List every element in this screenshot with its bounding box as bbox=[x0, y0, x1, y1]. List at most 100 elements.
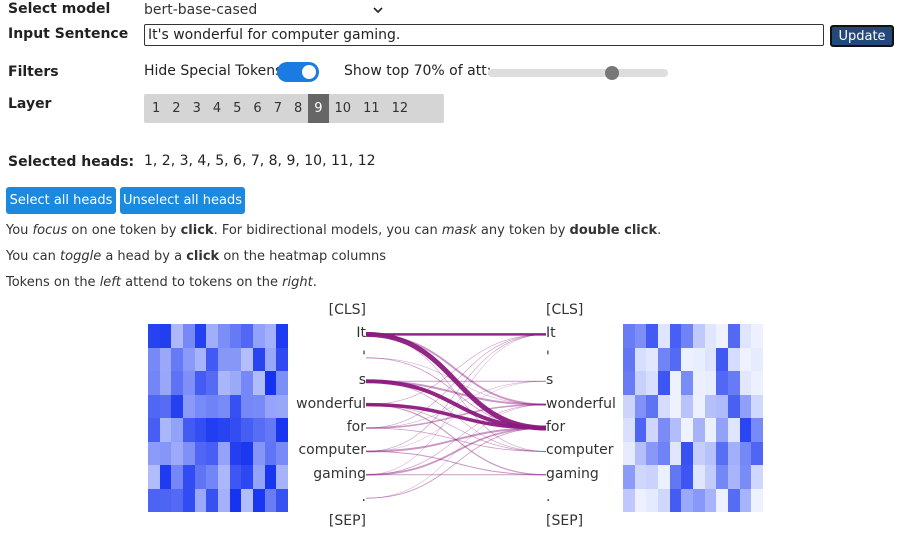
layer-button-12[interactable]: 12 bbox=[391, 101, 409, 116]
heatmap-cell bbox=[681, 394, 693, 418]
layer-button-10[interactable]: 10 bbox=[334, 101, 352, 116]
layer-button-1[interactable]: 1 bbox=[152, 101, 161, 116]
left-token[interactable]: computer bbox=[298, 442, 366, 459]
heatmap-cell bbox=[739, 347, 752, 371]
heatmap-cell bbox=[206, 465, 218, 489]
heatmap-cell bbox=[148, 324, 160, 348]
heatmap-cell bbox=[716, 465, 728, 489]
selected-heads-value: 1, 2, 3, 4, 5, 6, 7, 8, 9, 10, 11, 12 bbox=[144, 153, 376, 169]
heatmap-cell bbox=[218, 488, 230, 512]
layer-button-6[interactable]: 6 bbox=[253, 101, 262, 116]
note-em: right bbox=[282, 275, 313, 290]
heatmap-cell bbox=[276, 371, 288, 395]
right-token[interactable]: [SEP] bbox=[546, 512, 584, 529]
input-sentence-label: Input Sentence bbox=[8, 26, 129, 42]
unselect-all-heads-button[interactable]: Unselect all heads bbox=[120, 187, 245, 214]
note-text: . bbox=[312, 275, 317, 290]
selected-heads-label: Selected heads: bbox=[8, 154, 135, 170]
select-all-heads-button[interactable]: Select all heads bbox=[6, 187, 116, 214]
heatmap-cell bbox=[253, 371, 265, 395]
right-token[interactable]: . bbox=[546, 489, 551, 506]
left-token[interactable]: wonderful bbox=[296, 395, 366, 412]
right-token[interactable]: s bbox=[546, 372, 554, 389]
layer-button-4[interactable]: 4 bbox=[212, 101, 222, 116]
heatmap-cell bbox=[206, 394, 218, 418]
left-token[interactable]: It bbox=[356, 325, 366, 342]
right-token[interactable]: [CLS] bbox=[546, 302, 584, 318]
model-select[interactable]: bert-base-cased bbox=[144, 0, 384, 20]
layer-button-7[interactable]: 7 bbox=[273, 101, 282, 116]
layer-button-5[interactable]: 5 bbox=[233, 101, 242, 116]
attention-link bbox=[365, 404, 547, 452]
heatmap-cell bbox=[276, 441, 288, 465]
heatmap-cell bbox=[241, 324, 253, 348]
left-token[interactable]: s bbox=[358, 372, 366, 389]
heatmap-cell bbox=[623, 418, 635, 442]
instruction-focus: You focus on one token by click. For bid… bbox=[6, 223, 661, 238]
left-heatmap[interactable] bbox=[148, 324, 288, 512]
heatmap-cell bbox=[241, 347, 253, 371]
heatmap-cell bbox=[229, 347, 242, 371]
heatmap-cell bbox=[751, 488, 763, 512]
heatmap-cell bbox=[194, 488, 207, 512]
heatmap-cell bbox=[623, 394, 635, 418]
heatmap-cell bbox=[681, 465, 693, 489]
heatmap-cell bbox=[194, 394, 207, 418]
heatmap-cell bbox=[183, 418, 195, 442]
heatmap-cell bbox=[751, 324, 763, 348]
right-token[interactable]: gaming bbox=[546, 465, 599, 482]
left-token[interactable]: for bbox=[346, 419, 366, 435]
heatmap-cell bbox=[183, 488, 195, 512]
right-token[interactable]: for bbox=[546, 419, 566, 435]
note-em: left bbox=[99, 275, 121, 290]
layer-button-3[interactable]: 3 bbox=[192, 101, 201, 116]
heatmap-cell bbox=[276, 324, 288, 348]
heatmap-cell bbox=[276, 418, 288, 442]
left-token[interactable]: [SEP] bbox=[328, 512, 366, 529]
filters-label: Filters bbox=[8, 64, 59, 80]
heatmap-cell bbox=[634, 465, 647, 489]
attention-link bbox=[365, 334, 547, 452]
update-button[interactable]: Update bbox=[830, 25, 894, 47]
heatmap-cell bbox=[229, 394, 242, 418]
heatmap-cell bbox=[634, 488, 647, 512]
heatmap-cell bbox=[704, 371, 717, 395]
heatmap-cell bbox=[171, 465, 183, 489]
heatmap-cell bbox=[159, 441, 172, 465]
heatmap-cell bbox=[159, 324, 172, 348]
layer-button-11[interactable]: 11 bbox=[363, 101, 380, 116]
attention-link bbox=[365, 427, 547, 476]
heatmap-cell bbox=[229, 441, 242, 465]
right-token[interactable]: ' bbox=[546, 348, 550, 365]
heatmap-cell bbox=[693, 347, 705, 371]
sentence-input[interactable]: It's wonderful for computer gaming. bbox=[144, 24, 824, 46]
heatmap-cell bbox=[646, 418, 658, 442]
layer-button-8[interactable]: 8 bbox=[293, 101, 303, 116]
layer-button-2[interactable]: 2 bbox=[172, 101, 181, 116]
heatmap-cell bbox=[634, 418, 647, 442]
heatmap-cell bbox=[194, 347, 207, 371]
left-token[interactable]: [CLS] bbox=[328, 302, 366, 318]
left-token[interactable]: ' bbox=[362, 348, 366, 365]
hide-special-toggle[interactable] bbox=[277, 62, 319, 82]
attention-link bbox=[365, 334, 547, 429]
topk-slider-thumb[interactable] bbox=[605, 66, 619, 80]
instruction-direction: Tokens on the left attend to tokens on t… bbox=[6, 275, 317, 290]
right-token[interactable]: computer bbox=[546, 442, 614, 459]
heatmap-cell bbox=[241, 488, 253, 512]
left-token[interactable]: . bbox=[361, 489, 366, 506]
instruction-toggle: You can toggle a head by a click on the … bbox=[6, 249, 386, 264]
note-text: . bbox=[657, 223, 662, 238]
heatmap-cell bbox=[646, 371, 658, 395]
layer-button-9[interactable]: 9 bbox=[308, 94, 329, 123]
right-token[interactable]: It bbox=[546, 325, 556, 342]
heatmap-cell bbox=[623, 465, 635, 489]
right-token[interactable]: wonderful bbox=[546, 395, 616, 412]
note-em: toggle bbox=[60, 249, 102, 264]
right-heatmap[interactable] bbox=[623, 324, 763, 512]
topk-slider-track[interactable] bbox=[488, 69, 668, 77]
heatmap-cell bbox=[681, 488, 693, 512]
heatmap-cell bbox=[206, 324, 218, 348]
left-token[interactable]: gaming bbox=[313, 465, 366, 482]
heatmap-cell bbox=[276, 394, 288, 418]
